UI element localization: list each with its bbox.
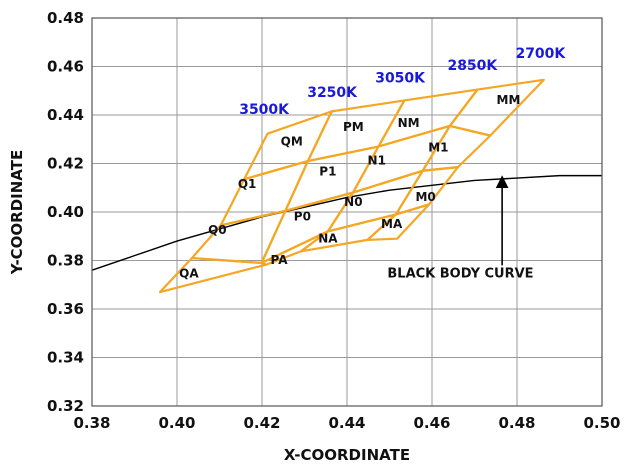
bin-label: P1	[319, 165, 336, 179]
y-tick-label: 0.48	[47, 9, 84, 27]
x-tick-label: 0.44	[328, 414, 365, 432]
x-tick-label: 0.46	[413, 414, 450, 432]
bin-label: NA	[318, 231, 338, 245]
bin-label: QM	[281, 134, 303, 148]
cct-label: 3500K	[239, 102, 290, 118]
bin-qa	[158, 256, 268, 294]
y-tick-label: 0.40	[47, 203, 84, 221]
grid	[91, 17, 603, 407]
bin-ma	[366, 203, 431, 241]
bin-label: N0	[344, 195, 362, 209]
x-tick-label: 0.42	[243, 414, 280, 432]
x-tick-label: 0.48	[498, 414, 535, 432]
y-tick-label: 0.46	[47, 58, 84, 76]
cct-label: 3250K	[307, 85, 358, 101]
bin-nm	[377, 88, 479, 148]
cct-label: 3050K	[375, 70, 426, 86]
bin-label: NM	[398, 116, 420, 130]
bin-label: PM	[343, 120, 364, 134]
y-tick-label: 0.34	[47, 349, 84, 367]
bin-label: PA	[271, 253, 289, 267]
y-tick-label: 0.42	[47, 155, 84, 173]
y-tick-label: 0.38	[47, 252, 84, 270]
bin-label: QA	[179, 266, 199, 280]
bin-label: M0	[415, 190, 435, 204]
bin-label: Q1	[238, 177, 257, 191]
bin-n0	[326, 169, 424, 233]
black-body-curve-label: BLACK BODY CURVE	[387, 266, 533, 281]
bin-label: P0	[294, 209, 311, 223]
y-tick-label: 0.44	[47, 106, 84, 124]
bin-label: MM	[497, 93, 521, 107]
x-tick-label: 0.40	[158, 414, 195, 432]
plot-frame	[91, 17, 603, 407]
black-body-curve	[91, 174, 602, 271]
black-body-curve-layer	[91, 174, 602, 271]
bin-label: MA	[381, 217, 403, 231]
labels: 0.38 0.40 0.42 0.44 0.46 0.48 0.50 0.32 0.34 0.36…	[47, 9, 621, 432]
y-axis-title: Y-COORDINATE	[8, 150, 26, 275]
x-axis-title: X-COORDINATE	[284, 446, 410, 464]
bin-label: Q0	[208, 223, 227, 237]
cct-label: 2700K	[515, 46, 566, 62]
x-tick-label: 0.50	[583, 414, 620, 432]
bin-quadrangles	[158, 78, 545, 294]
cct-label: 2850K	[447, 58, 498, 74]
bin-mm	[448, 78, 545, 137]
y-tick-label: 0.32	[47, 397, 84, 415]
y-tick-label: 0.36	[47, 300, 84, 318]
x-tick-label: 0.38	[73, 414, 110, 432]
bin-label: M1	[428, 140, 448, 154]
bin-label: N1	[368, 154, 386, 168]
